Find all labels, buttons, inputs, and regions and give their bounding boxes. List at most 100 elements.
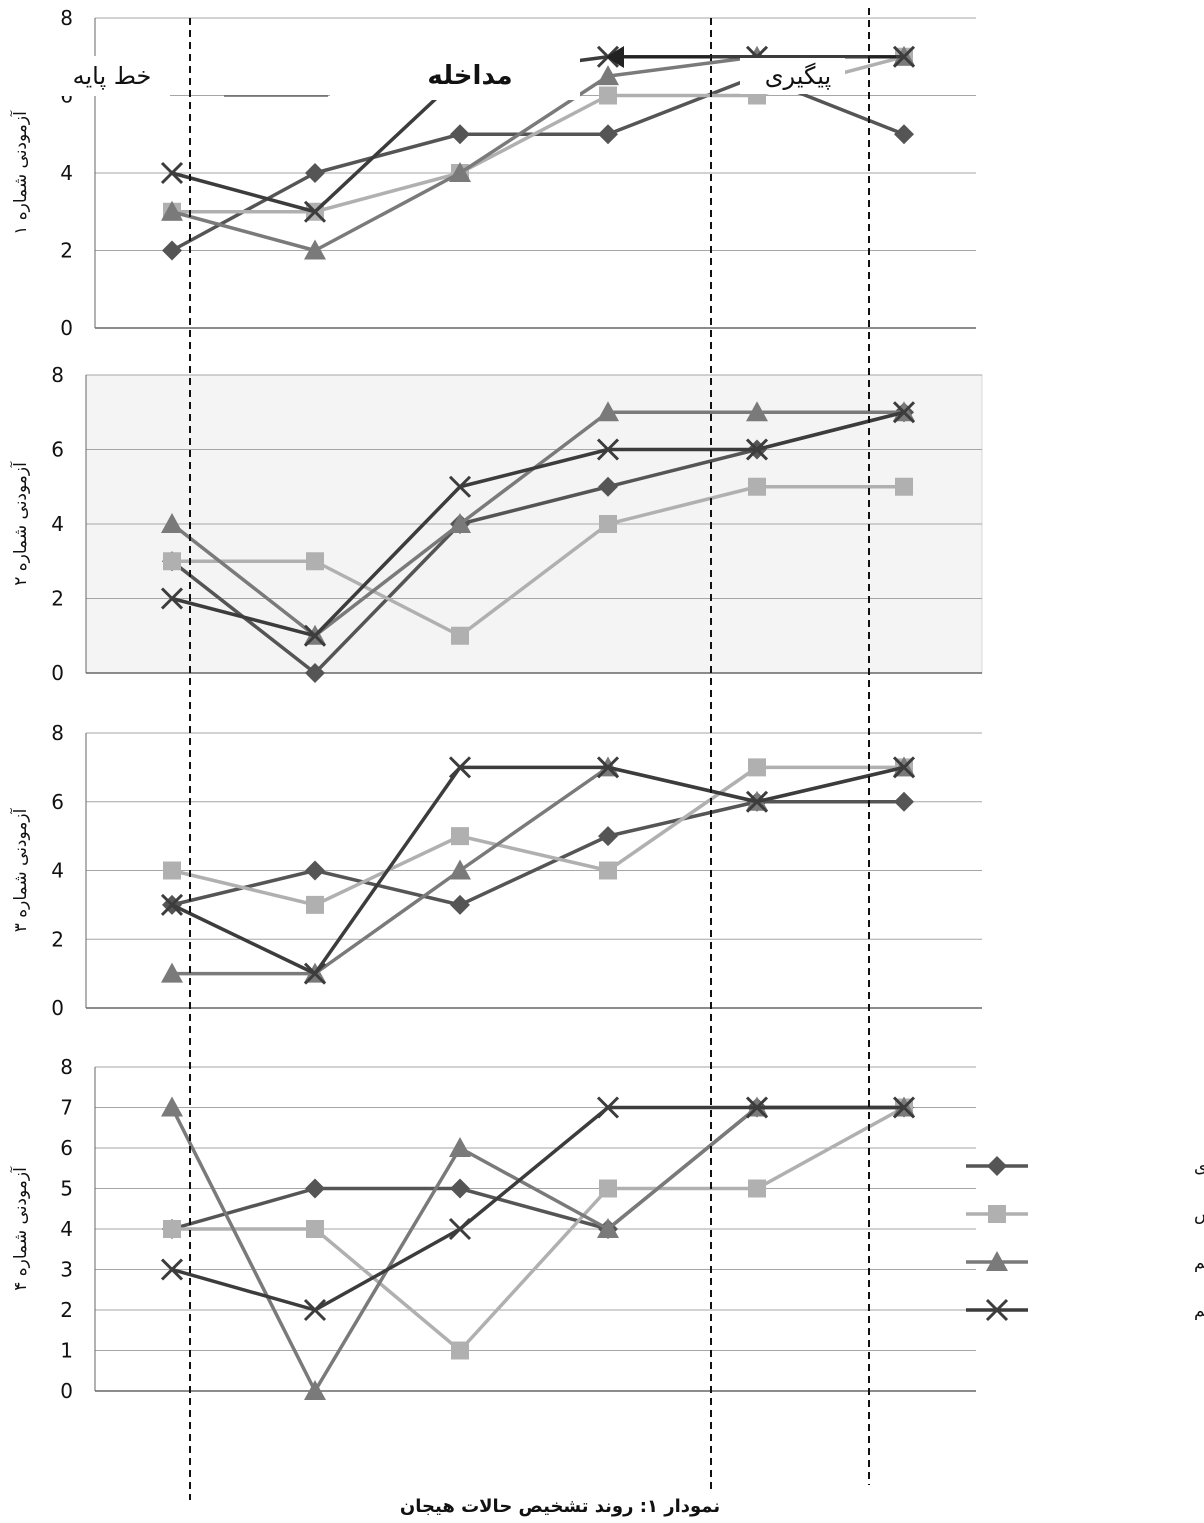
data-point-sad: [303, 1298, 327, 1322]
data-point-sad: [892, 1096, 916, 1119]
phase-label-bg-followup: [740, 58, 845, 94]
y-tick-label: 4: [60, 1217, 73, 1241]
y-tick-label: 5: [60, 1177, 73, 1201]
data-point-anger: [597, 65, 619, 86]
y-axis-label: آزمودنی شماره ۱: [9, 110, 31, 235]
data-point-sad: [596, 438, 620, 461]
followup-arrow-head: [606, 46, 624, 68]
phase-header-decorations: [60, 46, 896, 100]
series-line-fear: [171, 765, 904, 907]
data-point-happy: [450, 894, 470, 915]
chart-panel-2: 0 2 4 6 8 آزمودنی شماره ۲: [9, 363, 983, 685]
data-point-fear: [163, 861, 181, 880]
phase-divider-lines: [189, 8, 870, 1500]
data-point-anger: [161, 513, 183, 533]
legend-marker-fear: [988, 1205, 1006, 1223]
data-point-fear: [748, 477, 766, 496]
y-tick-label: 2: [60, 239, 73, 263]
phase-label-bg-baseline: [60, 56, 170, 96]
data-point-anger: [746, 401, 768, 422]
y-tick-label: 8: [60, 1055, 73, 1079]
series-line-sad: [171, 410, 905, 638]
y-tick-label: 6: [60, 1136, 73, 1160]
data-point-fear: [306, 552, 324, 571]
data-point-sad: [596, 756, 620, 779]
data-point-fear: [451, 626, 469, 645]
data-point-happy: [598, 476, 618, 497]
data-point-happy: [305, 860, 325, 881]
data-point-happy: [305, 1178, 325, 1199]
phase-label-baseline: خط پایه: [73, 62, 152, 90]
data-point-fear: [748, 758, 766, 777]
figure-caption: نمودار ۱: روند تشخیص حالات هیجان: [400, 1496, 720, 1517]
y-tick-label: 8: [51, 363, 64, 387]
y-tick-label: 2: [51, 927, 64, 951]
y-tick-label: 0: [51, 996, 64, 1020]
data-point-happy: [894, 791, 914, 812]
chart-panel-3: 0 2 4 6 8 آزمودنی شماره ۳: [9, 721, 982, 1020]
y-tick-label: 8: [60, 6, 73, 30]
data-point-fear: [163, 1220, 181, 1238]
data-point-fear: [306, 1220, 324, 1238]
y-tick-label: 0: [60, 1379, 73, 1403]
series-line-anger: [170, 1105, 904, 1393]
data-point-fear: [599, 1179, 617, 1198]
data-point-happy: [598, 826, 618, 847]
data-point-anger: [304, 239, 326, 260]
data-point-anger: [161, 962, 183, 983]
data-point-anger: [449, 859, 471, 880]
y-tick-label: 2: [51, 587, 64, 611]
data-point-fear: [599, 861, 617, 880]
legend-label: حالت هیجانی خشم: [1194, 1253, 1204, 1273]
series-group: [160, 756, 916, 985]
phase-label-intervention: مداخله: [427, 61, 512, 91]
data-point-sad: [160, 1258, 184, 1281]
data-point-sad: [448, 475, 472, 498]
chart-panels: 0 2 4 6 8 آزمودنی شماره ۱ 0 2 4 6 8 آزمودنی شماره ۲…: [9, 6, 983, 1403]
series-line-happy: [171, 74, 905, 253]
data-point-fear: [306, 895, 324, 914]
data-point-anger: [597, 401, 619, 422]
legend-item-anger: حالت هیجانی خشم: [966, 1251, 1204, 1273]
y-tick-label: 0: [60, 316, 73, 340]
data-point-happy: [305, 163, 325, 183]
data-point-sad: [303, 200, 327, 223]
series-group: [160, 1096, 916, 1400]
series-line-sad: [171, 765, 905, 976]
legend-marker-anger: [986, 1251, 1008, 1271]
data-point-sad: [303, 624, 327, 647]
data-point-sad: [160, 587, 184, 610]
data-point-sad: [892, 45, 916, 68]
y-tick-label: 3: [60, 1258, 73, 1282]
data-point-fear: [451, 827, 469, 846]
y-axis-label: آزمودنی شماره ۲: [9, 461, 31, 586]
phase-labels: خط پایه مداخله پیگیری: [73, 61, 832, 91]
data-point-sad: [745, 1096, 769, 1119]
data-point-fear: [895, 477, 913, 496]
data-point-sad: [892, 756, 916, 779]
data-point-anger: [304, 1380, 326, 1400]
y-tick-label: 8: [51, 721, 64, 745]
data-point-happy: [162, 240, 182, 261]
data-point-sad: [303, 962, 327, 985]
phase-label-bg-intervention: [330, 50, 580, 100]
y-tick-label: 7: [60, 1096, 73, 1120]
y-tick-label: 6: [51, 438, 64, 462]
y-tick-label: 4: [60, 161, 73, 185]
data-point-anger: [161, 200, 183, 221]
legend-item-happy: حالت هیجانی شادی: [966, 1156, 1204, 1177]
series-line-sad: [171, 1105, 904, 1312]
y-tick-label: 4: [51, 512, 64, 536]
legend-marker-sad: [985, 1298, 1009, 1322]
data-point-fear: [599, 515, 617, 533]
y-tick-label: 0: [51, 661, 64, 685]
y-tick-label: 2: [60, 1298, 73, 1322]
series-line-fear: [172, 1105, 905, 1353]
data-point-sad: [892, 401, 916, 424]
phase-label-followup: پیگیری: [765, 62, 831, 90]
chart-panel-4: 0 1 2 3 4 5 6 7 8 آزمودنی شماره ۴: [9, 1055, 976, 1403]
data-point-sad: [596, 1096, 620, 1119]
y-axis-label: آزمودنی شماره ۴: [9, 1166, 31, 1291]
